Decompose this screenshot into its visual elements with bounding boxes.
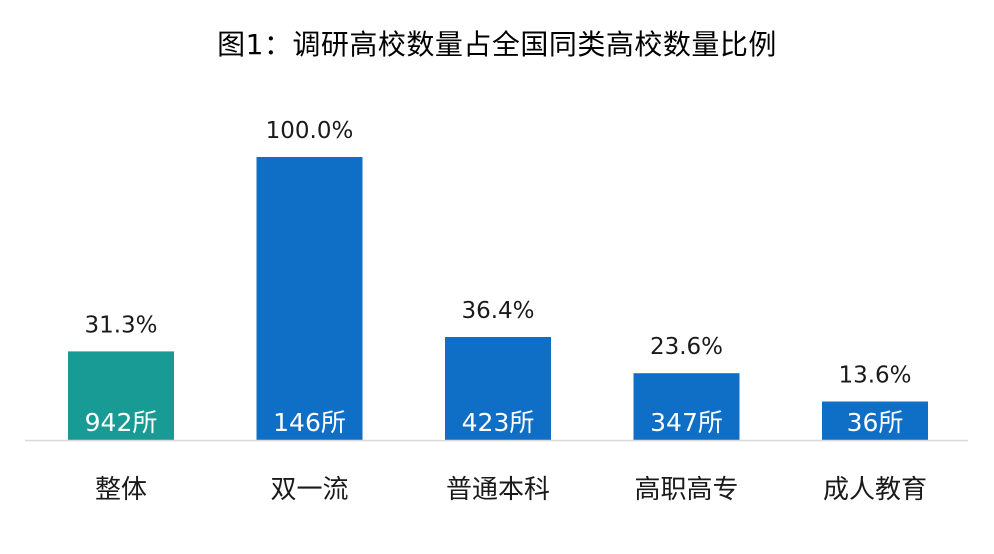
category-label-1: 整体 bbox=[95, 475, 147, 505]
bar-1 bbox=[68, 351, 174, 440]
count-label-2: 146所 bbox=[273, 408, 346, 437]
value-label-1: 31.3% bbox=[84, 312, 157, 338]
category-label-3: 普通本科 bbox=[446, 475, 550, 505]
value-label-3: 36.4% bbox=[461, 298, 534, 324]
value-label-2: 100.0% bbox=[266, 118, 354, 144]
value-label-4: 23.6% bbox=[650, 334, 723, 360]
bar-3 bbox=[445, 337, 551, 440]
bar-5 bbox=[822, 401, 928, 440]
chart-title: 图1：调研高校数量占全国同类高校数量比例 bbox=[217, 28, 777, 61]
count-label-3: 423所 bbox=[462, 408, 535, 437]
category-label-2: 双一流 bbox=[270, 475, 348, 505]
count-label-5: 36所 bbox=[847, 408, 904, 437]
count-label-4: 347所 bbox=[650, 408, 723, 437]
category-label-4: 高职高专 bbox=[634, 475, 738, 505]
count-label-1: 942所 bbox=[85, 408, 158, 437]
bar-4 bbox=[633, 373, 740, 440]
category-label-5: 成人教育 bbox=[823, 475, 927, 505]
value-label-5: 13.6% bbox=[838, 363, 911, 389]
bar-2 bbox=[256, 157, 363, 440]
